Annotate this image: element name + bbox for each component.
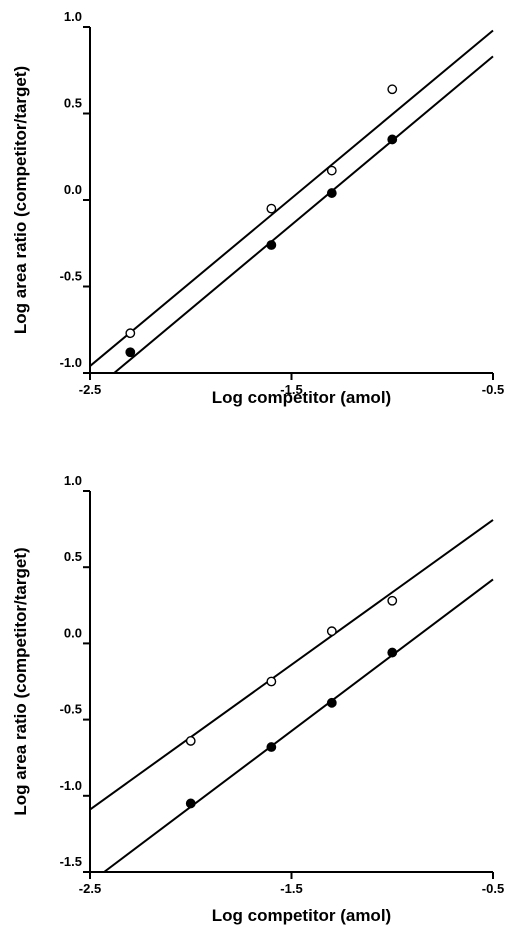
open-circle-point bbox=[185, 736, 196, 746]
fit-line-filled bbox=[103, 578, 494, 873]
y-tick-label: 0.0 bbox=[64, 625, 82, 640]
x-axis-title: Log competitor (amol) bbox=[212, 906, 391, 925]
fit-line-open bbox=[89, 519, 494, 811]
chart-panel-2: -1.5 -1.0 -0.5 0.0 0.5 1.0 -2.5 -1.5 -0.5 Log com… bbox=[11, 473, 504, 925]
filled-circle-point bbox=[266, 240, 277, 250]
x-tick-label: -1.5 bbox=[280, 382, 302, 397]
open-circle-point bbox=[387, 84, 398, 95]
y-tick-label: 0.5 bbox=[64, 96, 82, 111]
y-tick-label: -1.0 bbox=[60, 355, 82, 370]
y-axis-title: Log area ratio (competitor/target) bbox=[11, 66, 30, 334]
y-tick-label: -1.5 bbox=[60, 854, 82, 869]
y-axis-title: Log area ratio (competitor/target) bbox=[11, 547, 30, 815]
x-tick-label: -2.5 bbox=[79, 881, 101, 896]
x-axis-title: Log competitor (amol) bbox=[212, 388, 391, 407]
filled-circle-point bbox=[185, 798, 196, 809]
x-tick-label: -1.5 bbox=[280, 881, 302, 896]
y-tick-label: -1.0 bbox=[60, 778, 82, 793]
y-tick-label: -0.5 bbox=[60, 702, 82, 717]
y-tick-label: 1.0 bbox=[64, 9, 82, 24]
x-tick-label: -0.5 bbox=[482, 382, 504, 397]
x-tick-label: -0.5 bbox=[482, 881, 504, 896]
filled-circle-point bbox=[387, 647, 398, 658]
fit-line-open bbox=[89, 29, 494, 367]
open-circle-point bbox=[387, 595, 398, 606]
y-tick-label: -0.5 bbox=[60, 269, 82, 284]
filled-circle-point bbox=[326, 697, 337, 708]
open-circle-point bbox=[266, 203, 277, 214]
open-circle-point bbox=[326, 626, 337, 637]
y-tick-label: 0.0 bbox=[64, 182, 82, 197]
open-circle-point bbox=[125, 328, 136, 339]
y-tick-label: 0.5 bbox=[64, 549, 82, 564]
fit-line-filled bbox=[113, 55, 494, 374]
filled-circle-point bbox=[387, 134, 398, 145]
chart-panel-1: -1.0 -0.5 0.0 0.5 1.0 -2.5 -1.5 -0.5 Log competi… bbox=[11, 9, 504, 407]
filled-circle-point bbox=[125, 347, 136, 358]
filled-circle-point bbox=[266, 742, 277, 752]
filled-circle-point bbox=[326, 188, 337, 198]
open-circle-point bbox=[266, 676, 277, 687]
x-tick-label: -2.5 bbox=[79, 382, 101, 397]
y-tick-label: 1.0 bbox=[64, 473, 82, 488]
open-circle-point bbox=[326, 165, 337, 176]
